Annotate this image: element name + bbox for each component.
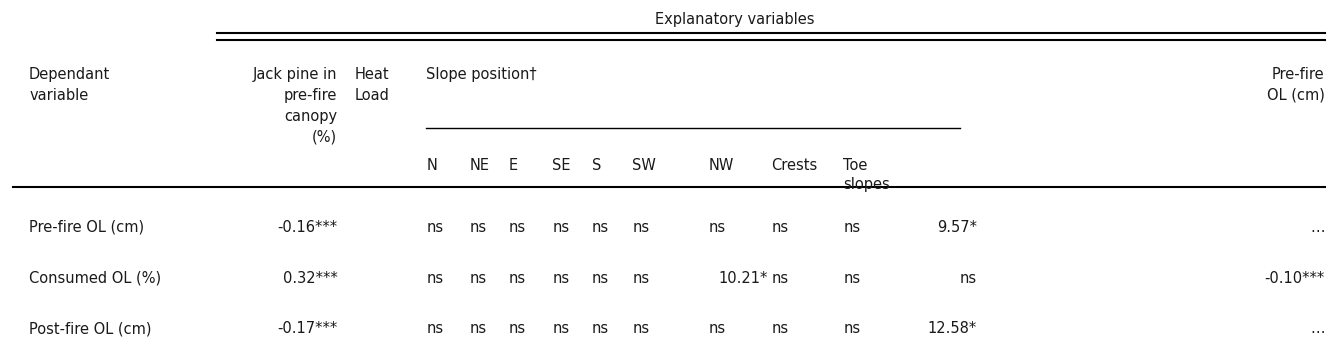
- Text: ns: ns: [553, 321, 570, 336]
- Text: ns: ns: [633, 271, 649, 286]
- Text: ns: ns: [508, 220, 526, 235]
- Text: ns: ns: [470, 271, 487, 286]
- Text: ns: ns: [591, 220, 609, 235]
- Text: ns: ns: [508, 321, 526, 336]
- Text: ns: ns: [470, 321, 487, 336]
- Text: Toe
slopes: Toe slopes: [843, 157, 890, 192]
- Text: NW: NW: [708, 157, 733, 172]
- Text: E: E: [508, 157, 518, 172]
- Text: ns: ns: [633, 220, 649, 235]
- Text: Slope position†: Slope position†: [427, 66, 537, 81]
- Text: N: N: [427, 157, 438, 172]
- Text: Dependant
variable: Dependant variable: [29, 66, 110, 102]
- Text: Consumed OL (%): Consumed OL (%): [29, 271, 162, 286]
- Text: ns: ns: [427, 220, 443, 235]
- Text: NE: NE: [470, 157, 490, 172]
- Text: Post-fire OL (cm): Post-fire OL (cm): [29, 321, 151, 336]
- Text: Pre-fire OL (cm): Pre-fire OL (cm): [29, 220, 145, 235]
- Text: ns: ns: [843, 321, 860, 336]
- Text: ns: ns: [553, 271, 570, 286]
- Text: …: …: [1310, 321, 1325, 336]
- Text: -0.17***: -0.17***: [277, 321, 337, 336]
- Text: ns: ns: [427, 271, 443, 286]
- Text: 12.58*: 12.58*: [927, 321, 977, 336]
- Text: 10.21*: 10.21*: [719, 271, 768, 286]
- Text: ns: ns: [427, 321, 443, 336]
- Text: ns: ns: [591, 271, 609, 286]
- Text: Explanatory variables: Explanatory variables: [654, 12, 815, 27]
- Text: ns: ns: [961, 271, 977, 286]
- Text: SW: SW: [633, 157, 656, 172]
- Text: 0.32***: 0.32***: [282, 271, 337, 286]
- Text: ns: ns: [591, 321, 609, 336]
- Text: Pre-fire
OL (cm): Pre-fire OL (cm): [1267, 66, 1325, 102]
- Text: ns: ns: [470, 220, 487, 235]
- Text: SE: SE: [553, 157, 571, 172]
- Text: ns: ns: [553, 220, 570, 235]
- Text: Crests: Crests: [771, 157, 818, 172]
- Text: ns: ns: [508, 271, 526, 286]
- Text: Jack pine in
pre-fire
canopy
(%): Jack pine in pre-fire canopy (%): [253, 66, 337, 145]
- Text: 9.57*: 9.57*: [937, 220, 977, 235]
- Text: ns: ns: [633, 321, 649, 336]
- Text: -0.10***: -0.10***: [1264, 271, 1325, 286]
- Text: ns: ns: [771, 220, 788, 235]
- Text: ns: ns: [771, 321, 788, 336]
- Text: -0.16***: -0.16***: [277, 220, 337, 235]
- Text: …: …: [1310, 220, 1325, 235]
- Text: S: S: [591, 157, 601, 172]
- Text: ns: ns: [771, 271, 788, 286]
- Text: ns: ns: [708, 220, 725, 235]
- Text: ns: ns: [708, 321, 725, 336]
- Text: Heat
Load: Heat Load: [355, 66, 389, 102]
- Text: ns: ns: [843, 220, 860, 235]
- Text: ns: ns: [843, 271, 860, 286]
